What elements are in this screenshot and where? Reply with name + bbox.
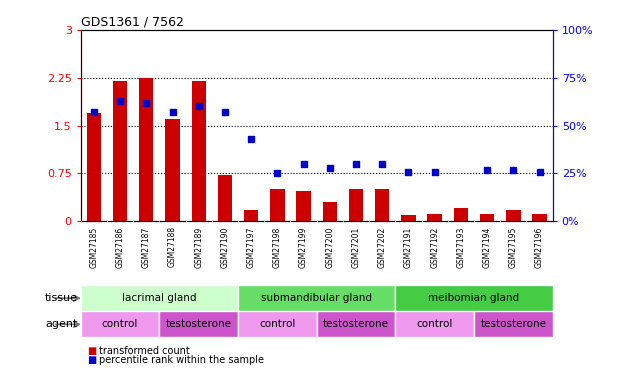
Bar [506,210,520,221]
Text: submandibular gland: submandibular gland [261,293,372,303]
Text: GSM27194: GSM27194 [483,226,492,268]
Text: GSM27192: GSM27192 [430,226,439,268]
Bar [532,214,547,221]
Text: GDS1361 / 7562: GDS1361 / 7562 [81,16,184,29]
Text: control: control [102,320,138,329]
Text: control: control [417,320,453,329]
Bar [323,202,337,221]
Point [325,165,335,171]
Bar [87,113,101,221]
Text: GSM27186: GSM27186 [116,226,125,268]
Text: percentile rank within the sample: percentile rank within the sample [99,355,265,365]
Bar [191,81,206,221]
Text: GSM27200: GSM27200 [325,226,334,268]
Point [115,98,125,104]
Text: GSM27188: GSM27188 [168,226,177,267]
Text: GSM27196: GSM27196 [535,226,544,268]
Text: GSM27197: GSM27197 [247,226,256,268]
Text: GSM27189: GSM27189 [194,226,203,268]
Point [194,104,204,110]
Text: GSM27185: GSM27185 [89,226,98,268]
Text: testosterone: testosterone [481,320,546,329]
Bar [160,311,238,338]
Text: GSM27193: GSM27193 [456,226,465,268]
Bar [375,189,389,221]
Text: ■: ■ [87,355,96,365]
Bar [396,311,474,338]
Text: ■: ■ [87,346,96,355]
Text: GSM27201: GSM27201 [351,226,361,268]
Point [482,166,492,172]
Text: agent: agent [45,320,78,329]
Point [273,170,283,176]
Text: GSM27187: GSM27187 [142,226,151,268]
Point [509,166,519,172]
Bar [396,285,553,311]
Text: tissue: tissue [45,293,78,303]
Text: GSM27190: GSM27190 [220,226,229,268]
Point [351,161,361,167]
Bar [139,78,153,221]
Point [168,109,178,115]
Text: transformed count: transformed count [99,346,190,355]
Point [246,136,256,142]
Point [220,109,230,115]
Bar [401,215,415,221]
Text: testosterone: testosterone [166,320,232,329]
Bar [474,311,553,338]
Bar [218,176,232,221]
Text: GSM27202: GSM27202 [378,226,387,268]
Point [535,168,545,174]
Bar [454,209,468,221]
Bar [270,189,284,221]
Bar [244,210,258,221]
Point [89,109,99,115]
Bar [349,189,363,221]
Point [430,168,440,174]
Bar [296,190,310,221]
Text: lacrimal gland: lacrimal gland [122,293,197,303]
Point [404,168,414,174]
Point [142,100,152,106]
Bar [165,119,179,221]
Text: meibomian gland: meibomian gland [428,293,520,303]
Bar [113,81,127,221]
Bar [238,285,396,311]
Bar [81,285,238,311]
Text: GSM27191: GSM27191 [404,226,413,268]
Text: GSM27199: GSM27199 [299,226,308,268]
Text: testosterone: testosterone [323,320,389,329]
Text: control: control [259,320,296,329]
Point [299,161,309,167]
Bar [238,311,317,338]
Bar [427,214,442,221]
Bar [317,311,396,338]
Text: GSM27198: GSM27198 [273,226,282,268]
Text: GSM27195: GSM27195 [509,226,518,268]
Point [378,161,388,167]
Bar [81,311,160,338]
Bar [480,214,494,221]
